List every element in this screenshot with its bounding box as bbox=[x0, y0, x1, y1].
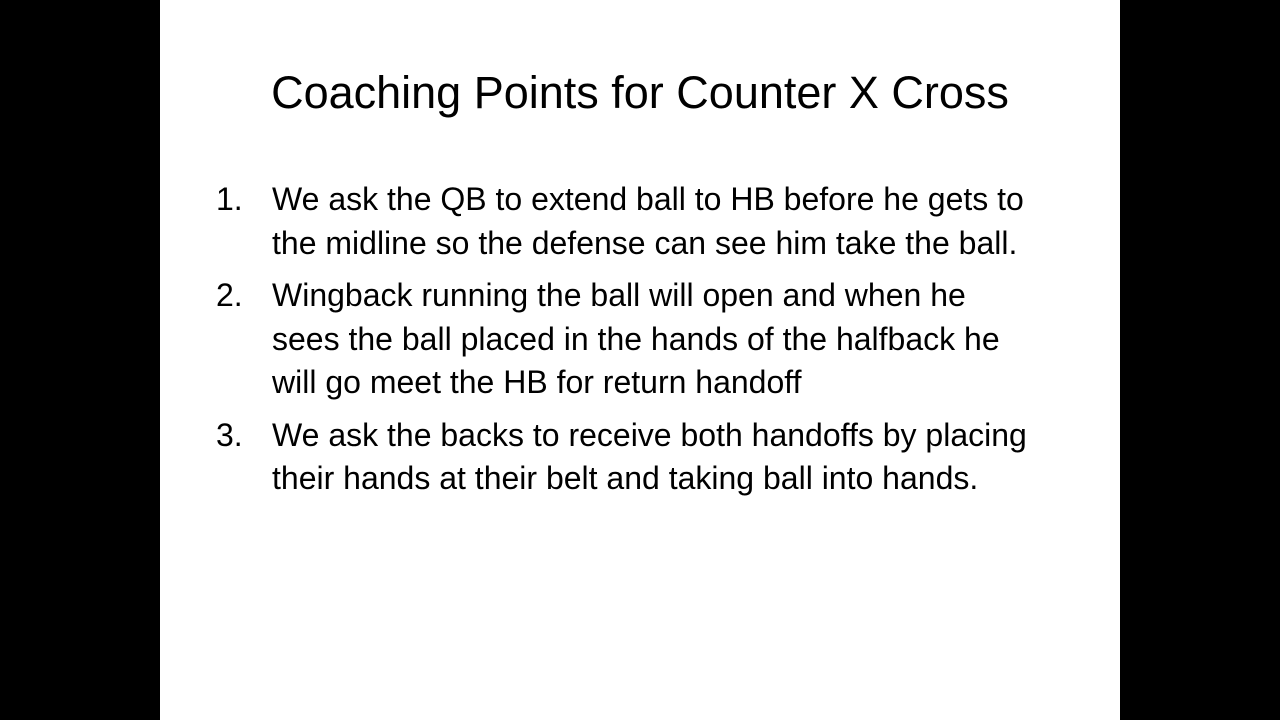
slide-title: Coaching Points for Counter X Cross bbox=[271, 67, 1009, 118]
slide: Coaching Points for Counter X Cross 1. W… bbox=[160, 0, 1120, 720]
coaching-point-3: 3. We ask the backs to receive both hand… bbox=[216, 414, 1036, 501]
coaching-points-list: 1. We ask the QB to extend ball to HB be… bbox=[216, 178, 1036, 510]
point-text: We ask the QB to extend ball to HB befor… bbox=[272, 181, 1024, 261]
point-text: We ask the backs to receive both handoff… bbox=[272, 416, 1027, 497]
point-number: 2. bbox=[216, 277, 243, 313]
coaching-point-2: 2. Wingback running the ball will open a… bbox=[216, 274, 1036, 405]
point-number: 1. bbox=[216, 181, 243, 217]
coaching-point-1: 1. We ask the QB to extend ball to HB be… bbox=[216, 178, 1036, 265]
point-number: 3. bbox=[216, 416, 243, 453]
point-text: Wingback running the ball will open and … bbox=[272, 277, 1000, 400]
